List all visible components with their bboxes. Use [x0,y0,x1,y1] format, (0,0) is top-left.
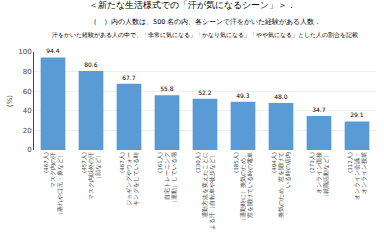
svg-text:(312人)オンライン会議・オンライン授業: (312人)オンライン会議・オンライン授業 [347,152,367,200]
svg-text:汗をかいた経験がある人の中で、「非常に気になる」「かなり気に: 汗をかいた経験がある人の中で、「非常に気になる」「かなり気になる」「やや気になる… [52,31,358,39]
svg-text:49.3: 49.3 [236,92,250,99]
svg-text:(273人)オンライン面接（就職活動など）: (273人)オンライン面接（就職活動など） [309,152,330,200]
svg-text:(467人)マスク内の汗（蒸れや口元・鼻など）: (467人)マスク内の汗（蒸れや口元・鼻など） [43,152,64,218]
svg-text:67.7: 67.7 [122,74,136,81]
svg-text:0: 0 [27,146,31,154]
svg-text:(%): (%) [6,95,14,107]
svg-text:100: 100 [18,48,31,56]
svg-text:94.4: 94.4 [46,47,60,54]
svg-text:（ ）内の人数は、500 名の内、各シーンで汗をかいた経験が: （ ）内の人数は、500 名の内、各シーンで汗をかいた経験がある人数． [90,18,321,26]
svg-text:20: 20 [23,127,32,135]
svg-text:48.0: 48.0 [274,93,288,100]
svg-text:60: 60 [23,88,32,96]
svg-text:55.8: 55.8 [160,85,174,92]
svg-text:34.7: 34.7 [312,106,326,113]
svg-text:80: 80 [23,68,32,76]
svg-text:(330人)通勤方法を変えたことによる汗（自転車や徒歩など）: (330人)通勤方法を変えたことによる汗（自転車や徒歩など） [195,152,216,230]
svg-text:＜新たな生活様式での「汗が気になるシーン」＞．: ＜新たな生活様式での「汗が気になるシーン」＞． [89,0,296,10]
svg-text:(361人)自宅トレーニング（運動）している場: (361人)自宅トレーニング（運動）している場 [157,151,178,206]
svg-text:80.6: 80.6 [84,61,98,68]
svg-text:52.2: 52.2 [198,89,212,96]
svg-text:(467人)ジョギングやウォーキングをしている時: (467人)ジョギングやウォーキングをしている時 [119,152,139,206]
svg-text:(404人)換気のため、窓を開けている時の店内: (404人)換気のため、窓を開けている時の店内 [271,152,291,218]
svg-text:(385人)（通勤時に）換気のため、窓を開けている時の電車: (385人)（通勤時に）換気のため、窓を開けている時の電車 [233,152,254,224]
svg-text:29.1: 29.1 [350,111,364,118]
svg-text:(457人)マスク内以外の汗（顔など）: (457人)マスク内以外の汗（顔など） [81,152,102,200]
svg-text:40: 40 [23,107,32,115]
